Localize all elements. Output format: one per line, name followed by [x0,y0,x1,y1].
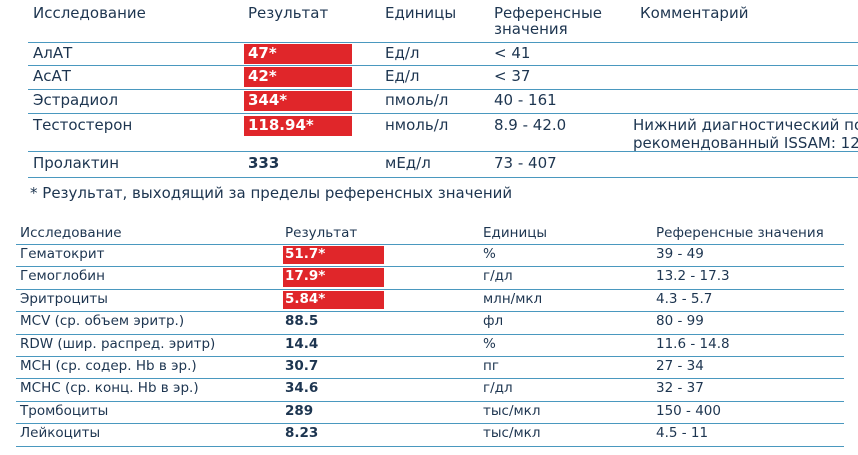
cell: Тестостерон [33,116,133,134]
cell: RDW (шир. распред. эритр) [20,335,216,352]
comment: рекомендованный ISSAM: 12 [633,134,858,152]
cell: < 37 [494,67,531,85]
cell: Гемоглобин [20,268,105,285]
cell: 4.5 - 11 [656,425,709,442]
result: 14.4 [285,335,319,352]
cell: АлАТ [33,43,73,62]
column-header: Исследование [33,4,146,22]
cell: 40 - 161 [494,91,557,109]
row-line [28,177,858,178]
column-header: Единицы [385,4,457,22]
cell: Эстрадиол [33,91,119,109]
cell: 150 - 400 [656,402,721,419]
row-line [28,89,858,90]
cell: нмоль/л [385,116,449,134]
footnote: * Результат, выходящий за пределы рефере… [30,184,513,202]
column-header: Референсные значения [656,225,824,241]
flag-box [244,116,352,136]
row-line [16,423,844,425]
comment: Нижний диагностический пор [633,116,858,134]
flag-box [244,91,352,111]
row-line [28,113,858,114]
result: 34.6 [285,380,319,397]
cell: MCHC (ср. конц. Hb в эр.) [20,380,199,397]
flag-box [244,43,352,64]
row-line [16,288,844,290]
cell: пг [483,358,499,374]
row-line [28,151,858,152]
cell: 8.9 - 42.0 [494,116,567,134]
cell: MCV (ср. объем эритр.) [20,313,185,330]
result: 47* [248,43,277,62]
cell: тыс/мкл [483,425,541,442]
cell: млн/мкл [483,290,543,307]
cell: 32 - 37 [656,380,704,397]
flag-box [244,67,352,87]
cell: % [483,335,496,352]
cell: 13.2 - 17.3 [656,268,730,285]
result: 333 [248,154,280,172]
cell: АсАТ [33,67,71,85]
cell: % [483,246,496,262]
cell: мЕд/л [385,154,431,172]
result: 30.7 [285,358,319,374]
row-line [16,266,844,268]
cell: Ед/л [385,43,420,62]
result: 88.5 [285,313,319,330]
cell: MCH (ср. содер. Hb в эр.) [20,358,197,374]
result: 42* [248,67,277,85]
cell: 4.3 - 5.7 [656,290,713,307]
cell: г/дл [483,268,513,285]
cell: г/дл [483,380,513,397]
flag-box [283,268,384,287]
result: 5.84* [285,290,326,307]
row-line [16,356,844,357]
result: 344* [248,91,288,109]
cell: 80 - 99 [656,313,704,330]
cell: фл [483,313,504,330]
result: 118.94* [248,116,314,134]
cell: 27 - 34 [656,358,704,374]
row-line [16,333,844,335]
result: 51.7* [285,246,326,262]
row-line [16,311,844,313]
column-header: Исследование [20,225,122,241]
result: 8.23 [285,425,319,442]
cell: Лейкоциты [20,425,101,442]
row-line [16,244,844,245]
cell: 11.6 - 14.8 [656,335,730,352]
cell: Гематокрит [20,246,105,262]
flag-box [283,290,384,310]
row-line [16,400,844,402]
cell: Пролактин [33,154,120,172]
row-line [16,378,844,380]
column-header: Комментарий [640,4,749,22]
cell: Тромбоциты [20,402,109,419]
flag-box [283,246,384,265]
row-line [28,42,858,43]
cell: 39 - 49 [656,246,704,262]
cell: пмоль/л [385,91,449,109]
column-header: Результат [285,225,358,241]
cell: < 41 [494,43,531,62]
row-line [16,445,844,447]
cell: тыс/мкл [483,402,541,419]
column-header: Референсные значения [494,4,603,38]
result: 17.9* [285,268,326,285]
result: 289 [285,402,314,419]
column-header: Единицы [483,225,548,241]
column-header: Результат [248,4,329,22]
row-line [28,65,858,66]
cell: 73 - 407 [494,154,557,172]
cell: Ед/л [385,67,420,85]
cell: Эритроциты [20,290,108,307]
